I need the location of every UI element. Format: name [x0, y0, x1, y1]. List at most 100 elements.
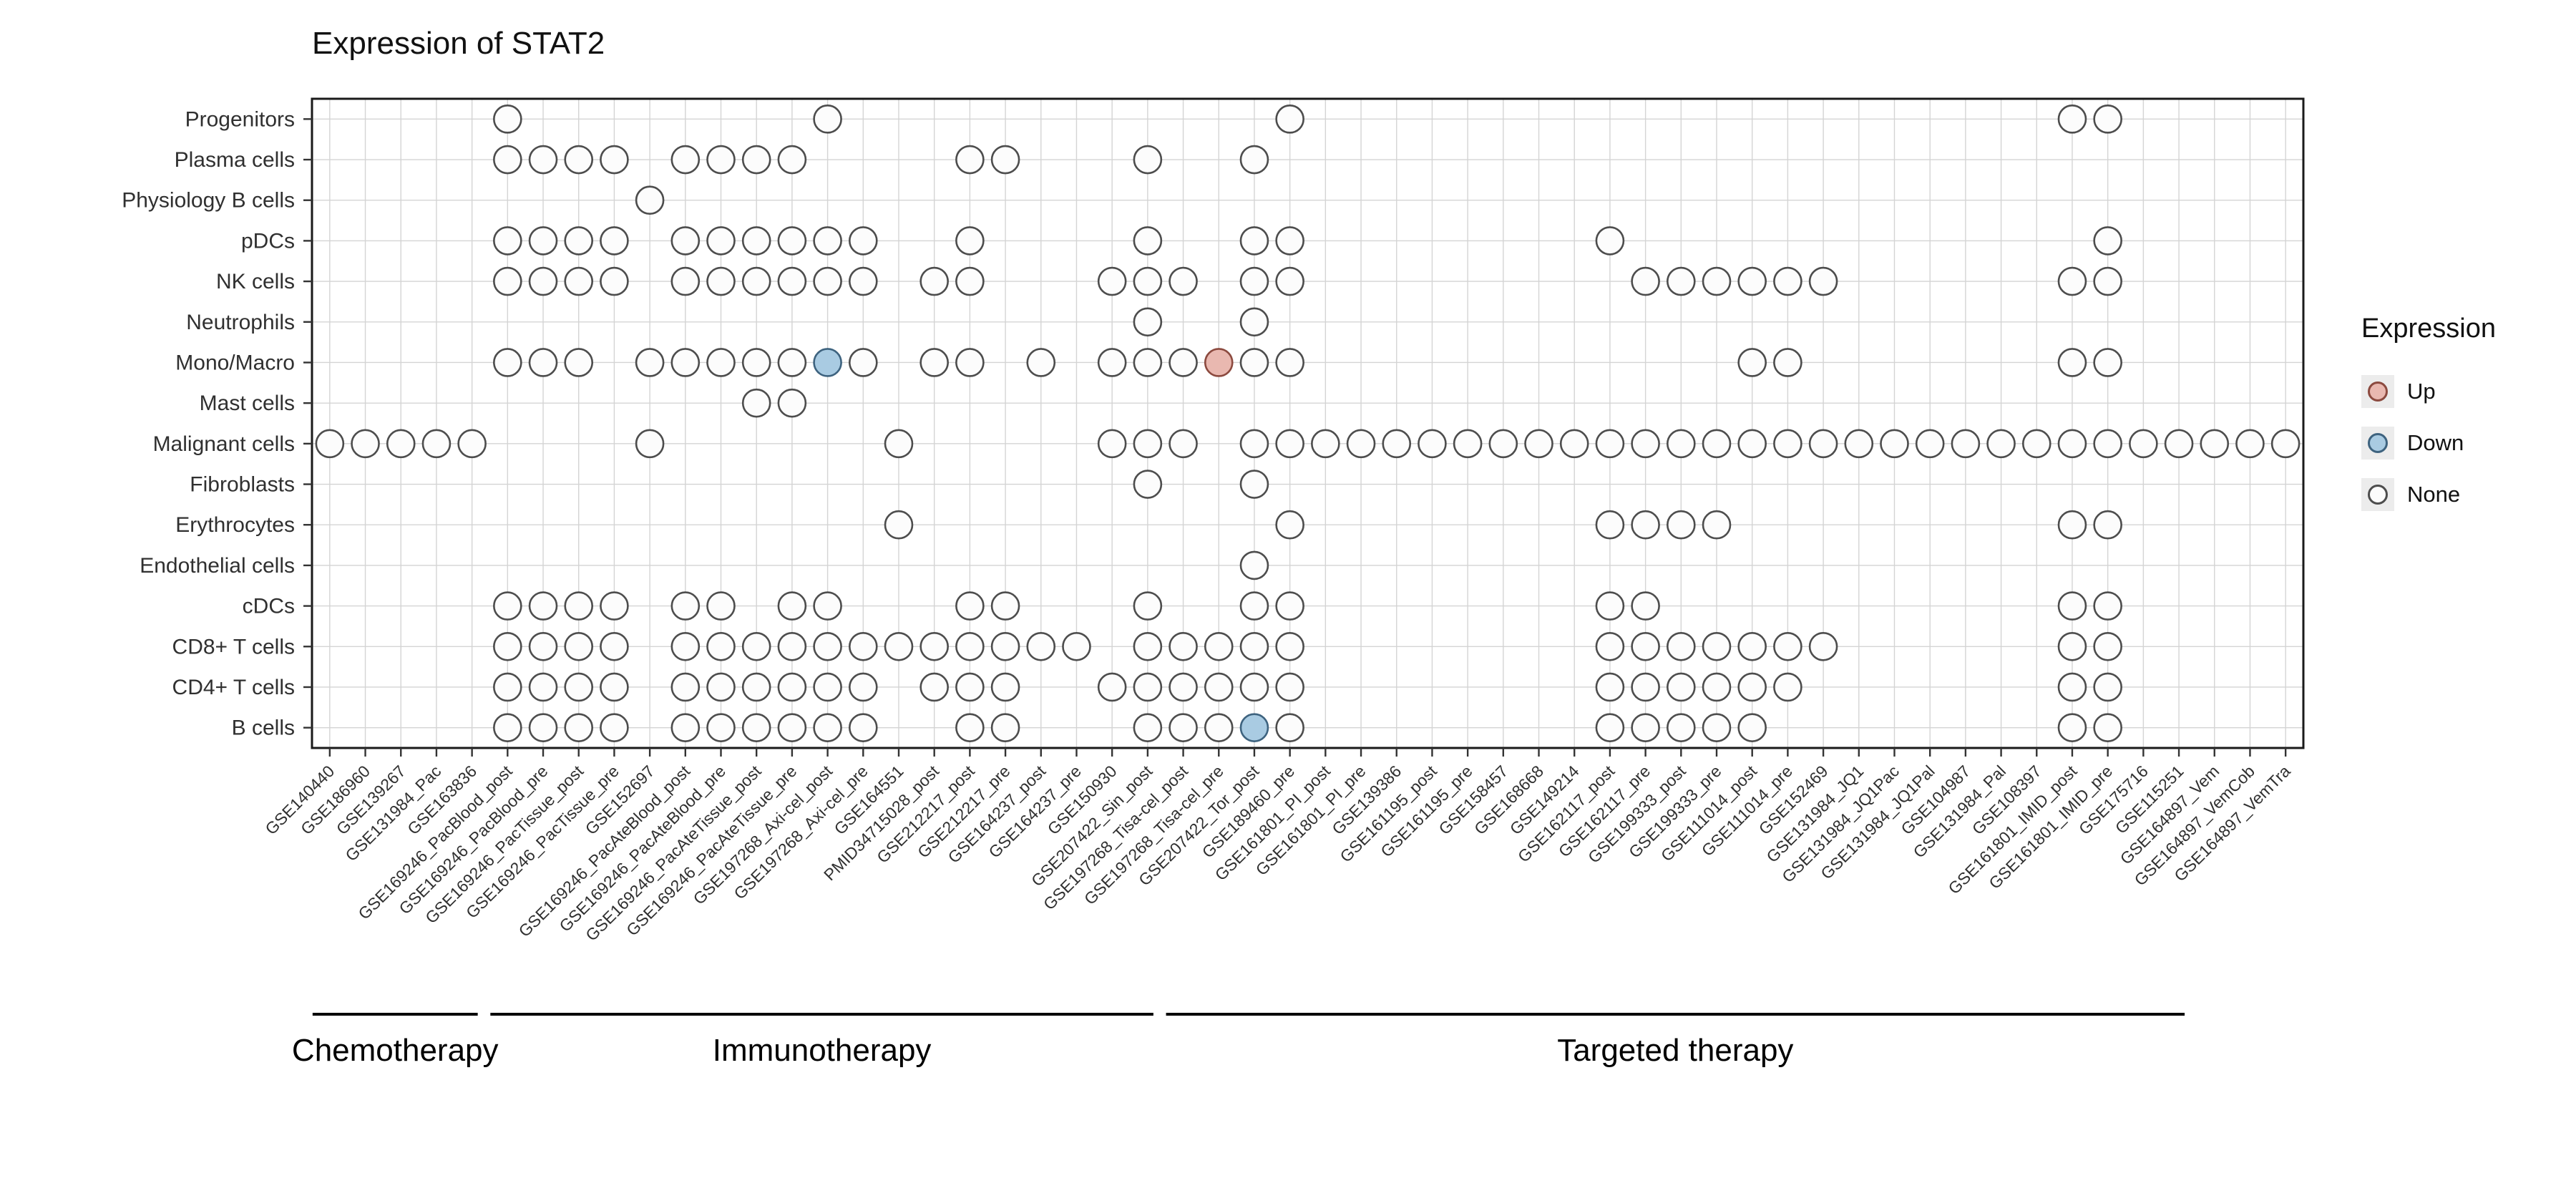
expression-dot-none [1275, 631, 1304, 661]
expression-dot-none [813, 672, 842, 702]
expression-dot-none [670, 266, 701, 296]
expression-dot-none [2093, 226, 2122, 256]
expression-dot-none [1169, 713, 1198, 742]
expression-dot-none [1169, 348, 1198, 377]
expression-dot-none [741, 672, 771, 702]
expression-dot-none [528, 713, 558, 742]
legend-label-none: None [2407, 482, 2461, 507]
expression-dot-none [2021, 429, 2051, 459]
expression-dot-none [706, 591, 736, 621]
y-tick-label: Mast cells [200, 392, 295, 415]
expression-dot-none [2057, 266, 2087, 296]
expression-dot-none [1737, 266, 1767, 296]
expression-dot-none [1986, 429, 2016, 459]
therapy-group-label: Chemotherapy [292, 1033, 499, 1068]
expression-dot-none [600, 226, 629, 256]
expression-dot-none [600, 591, 629, 621]
expression-dot-none [528, 672, 558, 702]
expression-dot-none [1169, 429, 1198, 459]
expression-dot-none [1667, 631, 1696, 661]
expression-dot-none [741, 388, 771, 418]
expression-dot-none [848, 226, 878, 256]
expression-dot-none [2093, 348, 2122, 377]
expression-dot-none [1275, 672, 1304, 702]
y-tick-label: Physiology B cells [122, 189, 295, 213]
expression-dot-none [1631, 591, 1660, 621]
expression-dot-none [1204, 713, 1234, 742]
expression-dot-none [493, 145, 522, 175]
expression-dot-none [457, 429, 487, 459]
expression-dot-none [1595, 429, 1625, 459]
expression-dot-none [670, 226, 701, 256]
expression-dot-none [1667, 429, 1696, 459]
expression-dot-none [1382, 429, 1412, 459]
expression-dot-none [528, 591, 558, 621]
expression-dot-none [1595, 713, 1625, 742]
expression-dot-none [813, 713, 842, 742]
expression-dot-none [1275, 591, 1304, 621]
expression-dot-none [848, 348, 878, 377]
legend-item-none: None [2361, 469, 2496, 520]
expression-dot-none [1204, 672, 1234, 702]
expression-dot-none [635, 185, 665, 215]
legend-label-up: Up [2407, 379, 2436, 404]
legend-key-none [2361, 478, 2394, 511]
expression-dot-none [813, 266, 842, 296]
expression-dot-none [1239, 226, 1269, 256]
expression-dot-none [1702, 510, 1732, 540]
expression-dot-none [1631, 429, 1660, 459]
y-tick-label: Erythrocytes [175, 513, 295, 537]
expression-dot-none [1133, 470, 1163, 499]
y-tick-label: Plasma cells [175, 148, 295, 172]
expression-dot-none [2057, 510, 2087, 540]
expression-dot-none [1595, 631, 1625, 661]
expression-dot-none [777, 672, 807, 702]
expression-dot-none [1702, 672, 1732, 702]
y-tick-label: Neutrophils [186, 311, 295, 334]
chart-title: Expression of STAT2 [312, 26, 605, 61]
expression-dot-none [635, 429, 665, 459]
expression-dot-none [1275, 429, 1304, 459]
expression-dot-none [706, 226, 736, 256]
expression-dot-none [2093, 591, 2122, 621]
expression-dot-none [2057, 429, 2087, 459]
expression-dot-none [848, 713, 878, 742]
expression-dot-none [1239, 672, 1269, 702]
expression-dot-none [848, 672, 878, 702]
expression-dot-none [1737, 348, 1767, 377]
expression-dot-none [1595, 672, 1625, 702]
expression-dot-none [493, 672, 522, 702]
expression-dot-none [600, 145, 629, 175]
expression-dot-none [777, 226, 807, 256]
expression-dot-none [600, 631, 629, 661]
expression-dot-none [1595, 226, 1625, 256]
expression-dot-none [706, 713, 736, 742]
expression-dot-none [955, 145, 985, 175]
expression-dot-none [315, 429, 345, 459]
expression-dot-none [813, 591, 842, 621]
y-tick-label: NK cells [216, 270, 295, 293]
expression-dot-up [1204, 348, 1234, 377]
expression-dot-none [528, 348, 558, 377]
expression-dot-none [1239, 470, 1269, 499]
expression-dot-none [777, 388, 807, 418]
expression-dot-none [564, 145, 594, 175]
expression-dot-none [1239, 591, 1269, 621]
legend-key-up [2361, 375, 2394, 408]
expression-dot-none [777, 591, 807, 621]
expression-dot-none [1488, 429, 1518, 459]
expression-dot-none [1631, 266, 1660, 296]
expression-dot-none [2057, 348, 2087, 377]
expression-dot-none [706, 145, 736, 175]
expression-dot-none [1169, 266, 1198, 296]
expression-dot-none [1453, 429, 1483, 459]
expression-dot-none [1133, 672, 1163, 702]
y-tick-label: Endothelial cells [140, 554, 295, 578]
expression-dot-none [564, 226, 594, 256]
expression-dot-none [2093, 672, 2122, 702]
expression-dot-none [1737, 631, 1767, 661]
expression-dot-none [955, 226, 985, 256]
panel-border [311, 97, 2305, 749]
expression-dot-none [1133, 307, 1163, 337]
expression-dot-none [919, 266, 949, 296]
